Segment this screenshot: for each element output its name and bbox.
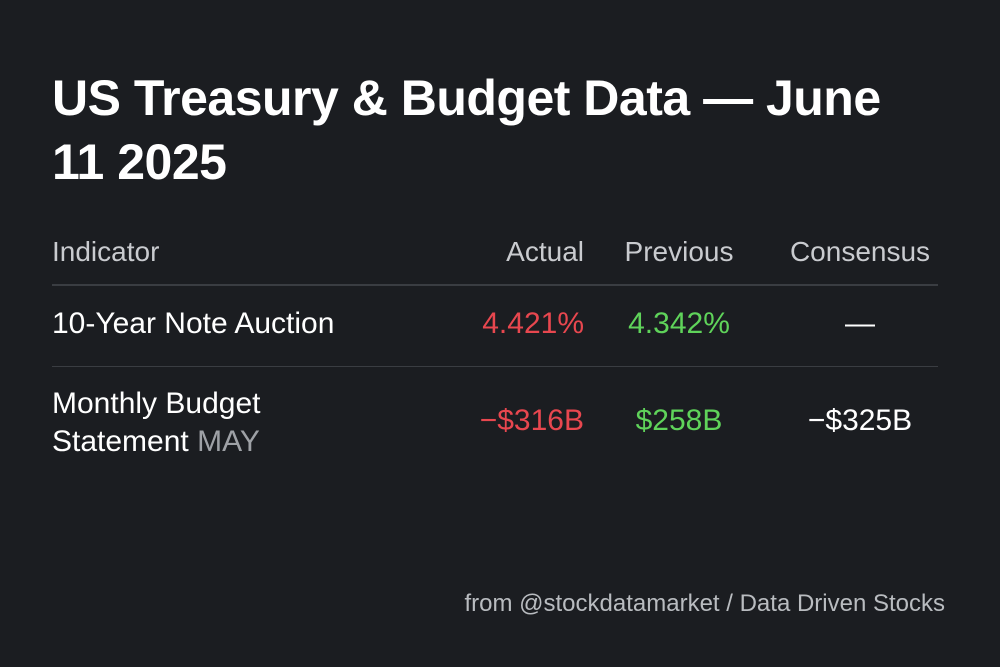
header-indicator: Indicator [52, 236, 160, 267]
table-row: Monthly Budget Statement MAY −$316B $258… [52, 367, 938, 477]
indicator-label: Monthly Budget Statement [52, 387, 261, 458]
header-consensus: Consensus [789, 236, 931, 267]
header-previous: Previous [624, 236, 734, 267]
indicator-name: 10-Year Note Auction [52, 307, 334, 341]
source-credit: from @stockdatamarket / Data Driven Stoc… [464, 590, 945, 617]
header-actual: Actual [506, 236, 584, 267]
page-title: US Treasury & Budget Data — June 11 2025 [52, 70, 881, 190]
indicator-name: Monthly Budget Statement MAY [52, 385, 352, 461]
indicator-label: 10-Year Note Auction [52, 307, 335, 340]
previous-value: $258B [635, 404, 723, 437]
consensus-value: — [845, 307, 875, 340]
consensus-value: −$325B [807, 404, 913, 437]
indicator-period: MAY [197, 425, 260, 458]
indicator-table: Indicator Actual Previous Consensus 10-Y… [52, 232, 938, 477]
table-header: Indicator Actual Previous Consensus [52, 232, 938, 286]
actual-value: 4.421% [482, 307, 584, 340]
previous-value: 4.342% [628, 307, 730, 340]
actual-value: −$316B [479, 404, 584, 437]
table-row: 10-Year Note Auction 4.421% 4.342% — [52, 286, 938, 367]
